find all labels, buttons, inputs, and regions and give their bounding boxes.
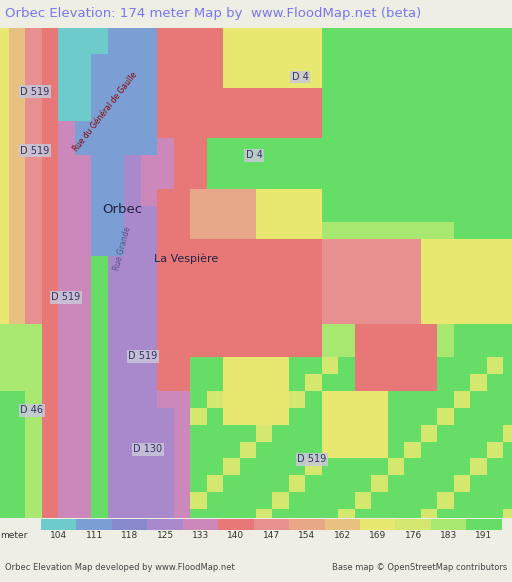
Text: 176: 176 [404,531,422,540]
Bar [76,519,112,530]
Text: Orbec Elevation: 174 meter Map by  www.FloodMap.net (beta): Orbec Elevation: 174 meter Map by www.Fl… [5,8,421,20]
Text: D 519: D 519 [297,454,326,464]
Text: Rue Grande: Rue Grande [113,226,133,271]
Text: 147: 147 [263,531,280,540]
Text: 191: 191 [476,531,493,540]
Text: 118: 118 [121,531,138,540]
Text: 183: 183 [440,531,457,540]
Text: Rue du Général de Gaulle: Rue du Général de Gaulle [72,70,139,152]
Text: D 519: D 519 [20,146,50,155]
Text: 140: 140 [227,531,244,540]
Text: D 519: D 519 [20,87,50,97]
Bar [395,519,431,530]
Text: 169: 169 [369,531,387,540]
Bar [218,519,253,530]
Text: 162: 162 [334,531,351,540]
Bar [183,519,218,530]
Bar [112,519,147,530]
Bar [289,519,325,530]
Text: D 4: D 4 [292,72,309,82]
Bar [431,519,466,530]
Text: 154: 154 [298,531,315,540]
Text: meter: meter [0,531,27,540]
Bar [147,519,183,530]
Text: Orbec Elevation Map developed by www.FloodMap.net: Orbec Elevation Map developed by www.Flo… [5,563,235,573]
Text: 133: 133 [192,531,209,540]
Text: D 130: D 130 [133,445,162,455]
Bar [253,519,289,530]
Bar [360,519,395,530]
Text: Orbec: Orbec [102,203,142,216]
Text: D 519: D 519 [51,293,80,303]
Text: 104: 104 [50,531,67,540]
Text: 125: 125 [157,531,174,540]
Bar [325,519,360,530]
Text: La Vespière: La Vespière [154,253,218,264]
Text: 111: 111 [86,531,103,540]
Text: Base map © OpenStreetMap contributors: Base map © OpenStreetMap contributors [332,563,507,573]
Text: D 4: D 4 [246,150,263,161]
Bar [466,519,502,530]
Text: D 46: D 46 [20,405,44,415]
Text: D 519: D 519 [128,352,157,361]
Bar [41,519,76,530]
